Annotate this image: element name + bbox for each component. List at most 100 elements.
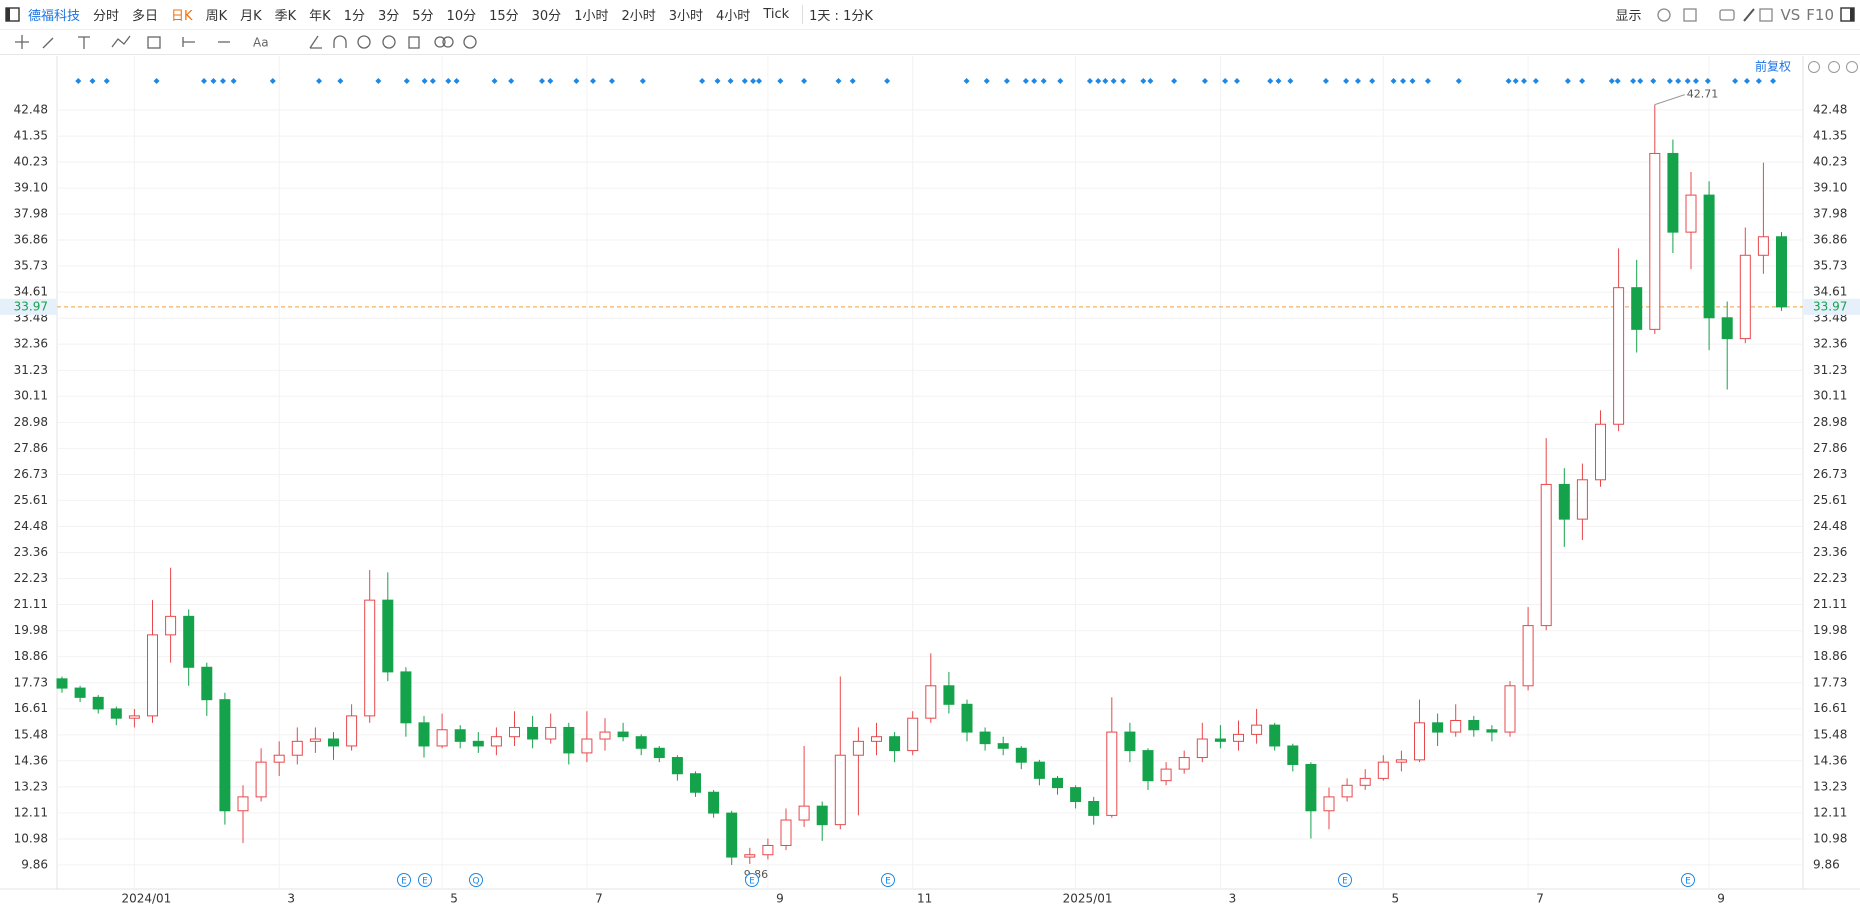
high-annotation: 42.71 [1687,88,1719,101]
range-select[interactable]: 1天 : 1分K [802,5,873,24]
period[interactable]: 3小时 [668,9,704,24]
y-tick-label: 21.11 [14,597,48,611]
x-tick-label: 3 [287,892,295,906]
candle-body [509,726,520,738]
event-dot [1140,78,1147,84]
symbol[interactable]: 德福科技 [28,9,81,24]
candle-body [527,726,539,740]
candle-body [653,747,665,759]
vs-button[interactable]: VS [1780,5,1801,24]
period[interactable]: 15分 [489,9,519,24]
candle-body [309,738,321,742]
text-tool-glyph[interactable]: Aa [253,36,269,50]
x-tick-label: 5 [450,892,458,906]
y-tick-label: 23.36 [14,545,48,559]
event-dot [1095,78,1102,84]
candle-body [1015,747,1027,763]
y-tick-label-right: 10.98 [1813,832,1847,846]
period[interactable]: 2小时 [621,9,656,24]
event-dot [1040,78,1047,84]
y-tick-label: 37.98 [14,207,48,221]
period[interactable]: 周K [205,9,228,24]
event-dot [1666,78,1673,84]
y-tick-label: 31.23 [14,363,48,377]
candle-body [1486,729,1498,733]
period[interactable]: 分时 [93,9,120,24]
y-tick-label-right: 22.23 [1813,571,1847,585]
event-dot [1579,78,1586,84]
y-tick-label-right: 36.86 [1813,233,1847,247]
y-tick-label: 42.48 [14,102,48,116]
candle-body [1613,287,1625,425]
panel-icon[interactable] [1838,5,1858,25]
y-tick-label-right: 19.98 [1813,623,1847,637]
y-tick-label-right: 23.36 [1813,545,1847,559]
event-dot [153,78,160,84]
candle-body [1323,796,1335,812]
event-dot [269,78,276,84]
y-tick-label: 28.98 [14,415,48,429]
x-tick-label: 7 [595,892,603,906]
sidebar-icon[interactable] [2,5,26,25]
candle-body [1070,787,1082,803]
y-tick-label-right: 15.48 [1813,727,1847,741]
y-tick-label: 17.73 [14,675,48,689]
f10-button[interactable]: F10 [1806,5,1834,24]
x-tick-label: 2024/01 [121,892,171,906]
candle-body [1341,784,1353,798]
y-tick-label: 13.23 [14,779,48,793]
candle-body [1631,287,1643,330]
candle-body [979,731,991,745]
x-tick-label: 7 [1536,892,1544,906]
adjust-label: 前复权 [1755,59,1791,74]
tool-icons[interactable] [1654,5,1774,25]
event-dot [756,78,763,84]
period[interactable]: 3分 [377,9,400,24]
period[interactable]: 30分 [531,9,562,24]
event-dot [1692,78,1699,84]
period[interactable]: 季K [274,9,297,24]
candle-body [490,736,502,747]
candle-body [1269,724,1281,747]
period-active[interactable]: 日K [171,9,193,24]
candle-body [1233,733,1244,742]
candle-body [961,703,973,733]
event-dot [421,78,428,84]
event-dot [1770,78,1777,84]
event-marker-label: E [401,877,407,887]
x-tick-label: 9 [776,892,784,906]
y-tick-label: 30.11 [14,389,48,403]
zoom-icon [1846,61,1858,73]
period[interactable]: 1分 [343,9,365,24]
period[interactable]: Tick [763,7,790,22]
period[interactable]: 多日 [132,9,159,24]
last-price-label: 33.97 [14,299,48,313]
period[interactable]: 4小时 [716,9,751,24]
candle-body [1033,761,1045,779]
event-dot [1322,78,1329,84]
period[interactable]: 5分 [412,9,434,24]
period[interactable]: 10分 [446,9,477,24]
event-dot [573,78,580,84]
period[interactable]: 1小时 [574,9,609,24]
display-menu[interactable]: 显示 [1615,9,1642,24]
event-dot [639,78,646,84]
candle-body [997,743,1009,749]
candle-body [690,773,701,793]
event-dot [210,78,217,84]
y-tick-label-right: 31.23 [1813,363,1847,377]
y-tick-label: 39.10 [14,181,48,195]
drawing-tools[interactable]: Aa [0,29,500,54]
candle-body [1088,801,1100,816]
event-dot [777,78,784,84]
event-dot [1512,78,1519,84]
event-dot [547,78,554,84]
event-marker-label: Q [472,877,479,887]
candle-body [1178,757,1190,770]
event-dot [1354,78,1361,84]
period[interactable]: 月K [240,9,262,24]
event-dot [375,78,382,84]
y-tick-label-right: 9.86 [1813,857,1840,871]
period[interactable]: 年K [309,9,331,24]
